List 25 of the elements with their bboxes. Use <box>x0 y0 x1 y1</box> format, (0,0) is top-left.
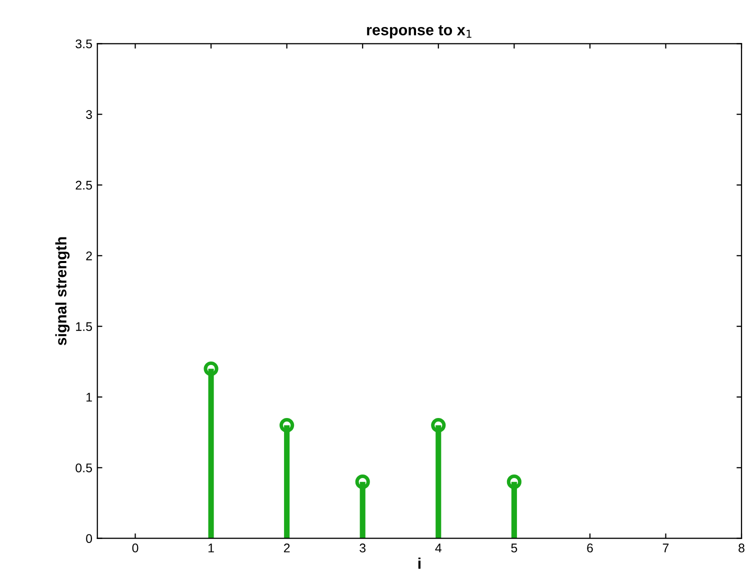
x-tick-label: 5 <box>511 544 518 552</box>
y-tick-label: 2.5 <box>76 180 92 190</box>
point <box>431 418 446 433</box>
x-axis-title: i <box>418 558 420 569</box>
point <box>204 361 218 376</box>
y-tick-label: 3 <box>86 110 92 119</box>
y-tick-label: 2 <box>86 251 92 260</box>
y-tick-label: 0.5 <box>76 463 92 472</box>
x-tick-label: 1 <box>208 544 214 552</box>
x-tick-label: 6 <box>587 544 593 552</box>
point <box>280 418 294 433</box>
chart-title: response to x$_{1}$ <box>367 25 472 38</box>
y-axis-title: signal strength <box>55 237 70 346</box>
x-tick-label: 2 <box>284 544 290 552</box>
x-tick-label: 3 <box>360 544 366 552</box>
x-tick-label: 8 <box>738 544 744 552</box>
x-tick-label: 4 <box>435 544 442 552</box>
x-tick-label: 0 <box>132 544 138 552</box>
point <box>506 474 522 490</box>
point <box>355 474 370 490</box>
y-tick-label: 0 <box>86 534 92 543</box>
y-tick-label: 3.5 <box>76 39 92 48</box>
x-tick-label: 7 <box>662 544 669 552</box>
y-tick-label: 1 <box>86 392 92 402</box>
y-tick-label: 1.5 <box>76 322 92 331</box>
